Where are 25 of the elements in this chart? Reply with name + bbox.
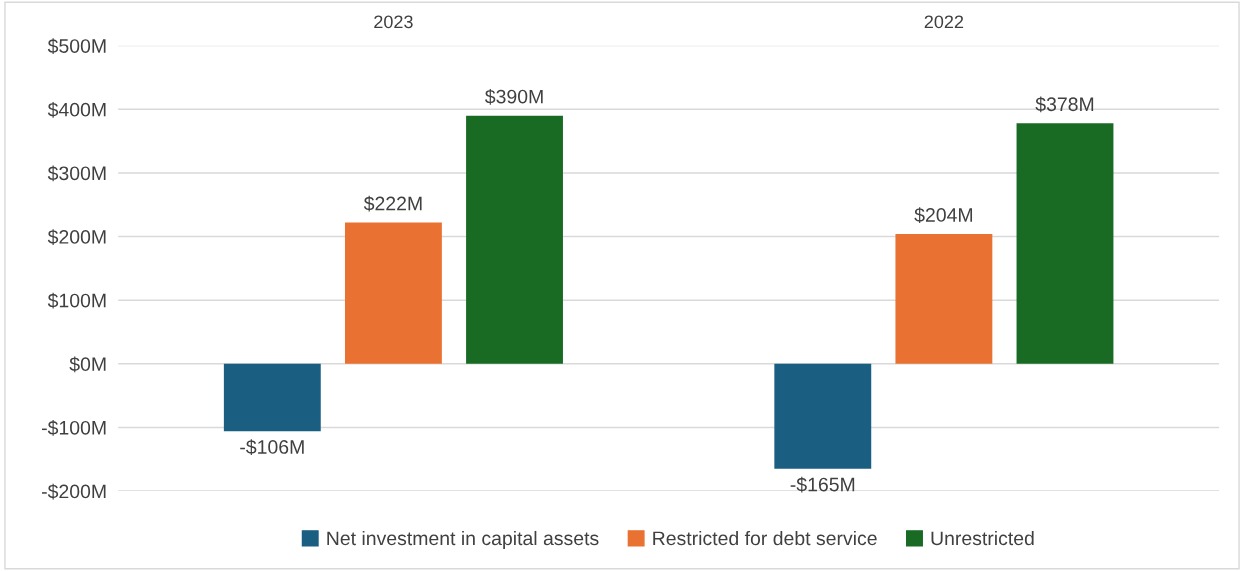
legend-label: Net investment in capital assets — [327, 530, 599, 550]
data-label: $204M — [914, 207, 973, 223]
data-label: $378M — [1035, 96, 1094, 113]
y-tick-label: $200M — [47, 229, 106, 245]
y-tick-label: $400M — [47, 101, 106, 118]
bar — [774, 363, 872, 469]
data-label: $222M — [363, 195, 422, 212]
bar — [223, 363, 321, 432]
data-label: -$106M — [240, 439, 304, 456]
y-tick-label: $500M — [47, 38, 106, 55]
data-label: -$165M — [790, 476, 855, 493]
legend-label: Unrestricted — [931, 530, 1034, 546]
bar — [1016, 123, 1114, 364]
x-tick-label: 2022 — [924, 15, 964, 29]
y-tick-label: -$100M — [42, 420, 106, 436]
bar — [466, 115, 563, 364]
data-label: $390M — [485, 88, 543, 105]
x-tick-label: 2023 — [374, 15, 413, 29]
bar — [895, 234, 993, 364]
y-tick-label: -$200M — [42, 483, 106, 500]
legend-label: Restricted for debt service — [653, 530, 877, 546]
y-tick-label: $100M — [47, 292, 106, 309]
y-tick-label: $300M — [47, 165, 106, 182]
y-tick-label: $0M — [69, 356, 106, 373]
bar — [344, 222, 442, 364]
